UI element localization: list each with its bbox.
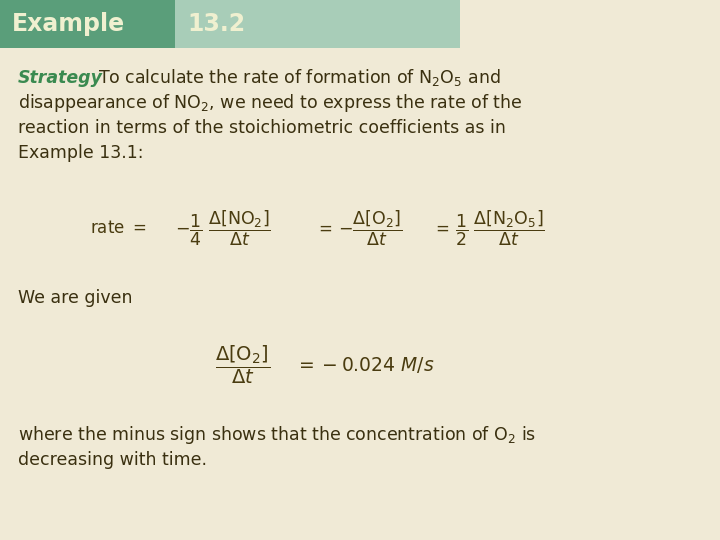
Text: where the minus sign shows that the concentration of O$_2$ is: where the minus sign shows that the conc… xyxy=(18,424,536,446)
Text: Example 13.1:: Example 13.1: xyxy=(18,144,143,162)
Text: Strategy: Strategy xyxy=(18,69,103,87)
Text: $= -0.024\ \mathit{M/s}$: $= -0.024\ \mathit{M/s}$ xyxy=(295,355,435,375)
Text: 13.2: 13.2 xyxy=(187,12,245,36)
Text: Example: Example xyxy=(12,12,125,36)
Text: We are given: We are given xyxy=(18,289,132,307)
Text: To calculate the rate of formation of N$_2$O$_5$ and: To calculate the rate of formation of N$… xyxy=(98,68,500,89)
Text: $-\dfrac{\Delta[\mathrm{O_2}]}{\Delta t}$: $-\dfrac{\Delta[\mathrm{O_2}]}{\Delta t}… xyxy=(338,208,402,248)
Text: $=$: $=$ xyxy=(432,219,449,237)
Text: rate $=$: rate $=$ xyxy=(90,219,146,237)
Text: $\dfrac{1}{2}\ \dfrac{\Delta[\mathrm{N_2O_5}]}{\Delta t}$: $\dfrac{1}{2}\ \dfrac{\Delta[\mathrm{N_2… xyxy=(455,208,545,248)
Text: $=$: $=$ xyxy=(315,219,333,237)
Text: $-\dfrac{1}{4}\ \dfrac{\Delta[\mathrm{NO_2}]}{\Delta t}$: $-\dfrac{1}{4}\ \dfrac{\Delta[\mathrm{NO… xyxy=(175,208,271,248)
Text: disappearance of NO$_2$, we need to express the rate of the: disappearance of NO$_2$, we need to expr… xyxy=(18,92,523,114)
Bar xyxy=(175,0,460,48)
Text: $\dfrac{\Delta[\mathrm{O_2}]}{\Delta t}$: $\dfrac{\Delta[\mathrm{O_2}]}{\Delta t}$ xyxy=(215,344,270,386)
Text: decreasing with time.: decreasing with time. xyxy=(18,451,207,469)
Text: reaction in terms of the stoichiometric coefficients as in: reaction in terms of the stoichiometric … xyxy=(18,119,506,137)
Bar xyxy=(0,0,175,48)
